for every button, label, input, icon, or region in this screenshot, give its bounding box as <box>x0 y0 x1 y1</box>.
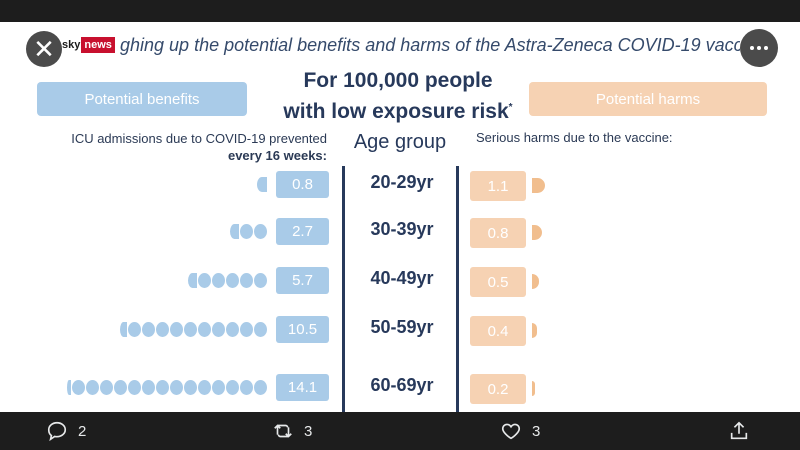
age-label: 60-69yr <box>370 375 434 395</box>
benefit-dots <box>67 380 267 396</box>
more-icon <box>750 46 754 50</box>
benefit-dot <box>254 380 267 395</box>
like-count: 3 <box>532 422 541 440</box>
harm-value: 0.5 <box>470 267 526 297</box>
benefit-dot <box>254 273 267 288</box>
benefit-value: 14.1 <box>276 374 329 401</box>
harm-marker <box>532 178 545 193</box>
benefit-dot-partial <box>67 380 71 395</box>
benefit-dot-partial <box>188 273 197 288</box>
benefit-dot <box>226 273 239 288</box>
harm-value: 0.8 <box>470 218 526 248</box>
benefit-dots <box>257 177 267 193</box>
benefit-dot <box>156 380 169 395</box>
benefit-dot <box>212 380 225 395</box>
table-row: 5.7 40-49yr 0.5 <box>0 267 800 297</box>
title-line-1: For 100,000 people <box>303 69 493 92</box>
benefit-dot-partial <box>230 224 239 239</box>
left-divider <box>342 166 345 412</box>
benefit-dot <box>226 380 239 395</box>
benefit-dot <box>240 322 253 337</box>
share-button[interactable] <box>728 418 750 444</box>
retweet-count: 3 <box>304 422 313 440</box>
benefit-dot <box>142 322 155 337</box>
age-label: 50-59yr <box>370 317 434 337</box>
table-row: 10.5 50-59yr 0.4 <box>0 316 800 346</box>
benefit-dot <box>170 380 183 395</box>
benefit-dot-partial <box>120 322 127 337</box>
benefit-dot <box>254 224 267 239</box>
like-button[interactable]: 3 <box>500 418 540 444</box>
benefit-dot <box>72 380 85 395</box>
title-footnote-marker: * <box>508 102 513 113</box>
benefit-dot <box>128 380 141 395</box>
table-row: 14.1 60-69yr 0.2 <box>0 374 800 404</box>
benefit-value: 0.8 <box>276 171 329 198</box>
harm-marker <box>532 274 539 289</box>
infographic-title: For 100,000 people with low exposure ris… <box>268 67 528 125</box>
benefit-dot <box>254 322 267 337</box>
right-divider <box>456 166 459 412</box>
benefits-label: Potential benefits <box>37 82 247 116</box>
close-icon: ✕ <box>33 34 55 64</box>
benefit-value: 2.7 <box>276 218 329 245</box>
benefit-dot <box>128 322 141 337</box>
benefit-dot <box>86 380 99 395</box>
harm-value: 0.2 <box>470 374 526 404</box>
benefit-value: 5.7 <box>276 267 329 294</box>
benefit-dot <box>212 322 225 337</box>
retweet-icon <box>274 424 292 438</box>
reply-icon <box>47 421 67 442</box>
table-row: 2.7 30-39yr 0.8 <box>0 218 800 248</box>
top-bar <box>0 0 800 22</box>
age-group-header: Age group <box>353 131 447 153</box>
title-line-2: with low exposure risk <box>283 100 509 123</box>
benefit-dot <box>156 322 169 337</box>
benefit-dot <box>240 224 253 239</box>
harm-marker <box>532 225 542 240</box>
benefit-dot <box>142 380 155 395</box>
reply-count: 2 <box>78 422 87 440</box>
sky-news-logo: sky news <box>62 37 115 53</box>
action-bar <box>0 412 800 450</box>
harm-marker <box>532 381 535 396</box>
harms-label: Potential harms <box>529 82 767 116</box>
benefit-dots <box>188 273 267 289</box>
benefit-dot <box>170 322 183 337</box>
benefit-dot <box>212 273 225 288</box>
like-icon <box>501 423 521 440</box>
close-button[interactable]: ✕ <box>26 31 62 67</box>
benefit-dots <box>120 322 267 338</box>
more-options-button[interactable] <box>740 29 778 67</box>
table-row: 0.8 20-29yr 1.1 <box>0 171 800 201</box>
age-label: 40-49yr <box>370 268 434 288</box>
benefit-dot <box>114 380 127 395</box>
benefit-dots <box>230 224 267 240</box>
benefit-dot <box>226 322 239 337</box>
benefit-dot <box>184 322 197 337</box>
retweet-button[interactable]: 3 <box>272 418 312 444</box>
benefit-dot-partial <box>257 177 267 192</box>
harms-subtitle: Serious harms due to the vaccine: <box>476 130 673 145</box>
harm-value: 1.1 <box>470 171 526 201</box>
harm-marker <box>532 323 537 338</box>
benefit-dot <box>240 380 253 395</box>
benefit-value: 10.5 <box>276 316 329 343</box>
harm-value: 0.4 <box>470 316 526 346</box>
age-label: 20-29yr <box>370 172 434 192</box>
benefit-dot <box>198 273 211 288</box>
benefit-dot <box>100 380 113 395</box>
age-label: 30-39yr <box>370 219 434 239</box>
benefit-dot <box>198 380 211 395</box>
benefit-dot <box>240 273 253 288</box>
benefit-dot <box>184 380 197 395</box>
reply-button[interactable]: 2 <box>46 418 86 444</box>
image-headline: ghing up the potential benefits and harm… <box>120 35 740 55</box>
benefit-dot <box>198 322 211 337</box>
benefits-subtitle: ICU admissions due to COVID-19 prevented… <box>71 131 327 163</box>
share-icon <box>730 421 748 440</box>
